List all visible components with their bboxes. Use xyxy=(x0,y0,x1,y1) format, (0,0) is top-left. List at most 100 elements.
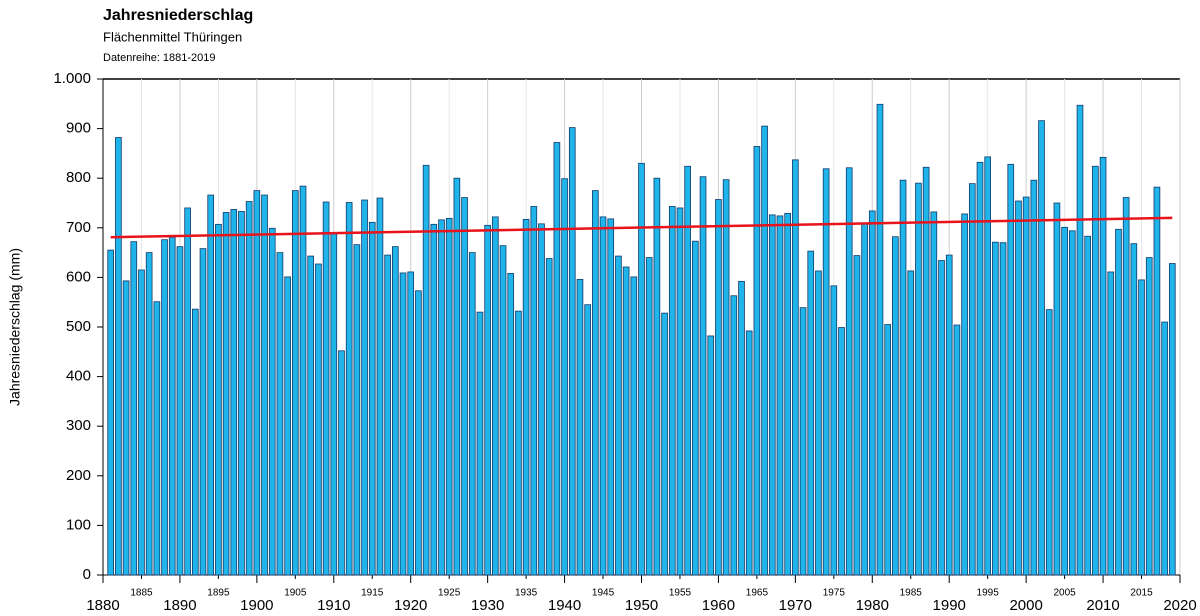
bar xyxy=(945,254,953,576)
x-tick-label: 1960 xyxy=(702,597,735,614)
bar xyxy=(968,183,976,576)
bar xyxy=(630,276,638,576)
minor-x-tick-label: 1905 xyxy=(284,588,307,599)
bar xyxy=(1138,279,1145,576)
y-tick-label: 900 xyxy=(66,120,91,137)
bar xyxy=(807,250,815,576)
bar xyxy=(407,271,415,576)
bar xyxy=(676,207,684,576)
bar xyxy=(915,182,922,576)
y-tick-label: 200 xyxy=(66,467,91,484)
bar xyxy=(438,219,445,576)
bar xyxy=(961,213,968,576)
bar xyxy=(761,125,768,576)
bar xyxy=(422,164,430,576)
bar xyxy=(892,236,899,576)
minor-x-tick-label: 1985 xyxy=(900,588,923,599)
bar xyxy=(799,307,807,576)
bar xyxy=(530,206,538,576)
bar xyxy=(861,223,868,576)
bar xyxy=(607,218,615,576)
bar xyxy=(199,248,207,576)
bar xyxy=(399,272,407,576)
minor-x-tick-label: 1885 xyxy=(130,588,153,599)
bar xyxy=(315,263,322,576)
bar xyxy=(692,240,699,576)
minor-x-tick-label: 2005 xyxy=(1053,588,1076,599)
bar xyxy=(707,335,715,576)
bar xyxy=(1122,197,1130,576)
bar xyxy=(1045,309,1053,576)
bar xyxy=(507,273,515,576)
minor-x-tick-label: 1935 xyxy=(515,588,538,599)
x-tick-label: 1900 xyxy=(240,597,273,614)
bar xyxy=(822,168,830,576)
y-tick-label: 1.000 xyxy=(53,70,91,87)
bar xyxy=(207,194,215,576)
bar xyxy=(284,276,291,576)
bar xyxy=(1030,179,1038,576)
bar xyxy=(1145,257,1153,576)
x-tick-label: 1980 xyxy=(856,597,889,614)
bar xyxy=(484,224,491,576)
bar xyxy=(245,201,253,576)
bar xyxy=(1107,271,1115,576)
bar xyxy=(338,350,345,576)
bar xyxy=(592,190,599,576)
bar xyxy=(976,161,984,576)
bar xyxy=(376,197,384,576)
bar xyxy=(1099,156,1107,576)
bar xyxy=(145,252,153,576)
y-tick-label: 500 xyxy=(66,318,91,335)
bar xyxy=(430,223,438,576)
bar xyxy=(1015,200,1022,576)
minor-x-tick-label: 2015 xyxy=(1130,588,1153,599)
bar xyxy=(115,137,122,576)
bar xyxy=(122,280,130,576)
bar xyxy=(453,177,461,576)
x-tick-label: 2000 xyxy=(1009,597,1042,614)
bar xyxy=(868,210,876,576)
bar xyxy=(1115,228,1122,576)
x-tick-label: 2010 xyxy=(1086,597,1119,614)
bar xyxy=(384,254,391,576)
bar xyxy=(899,179,907,576)
bar xyxy=(653,177,661,576)
bar xyxy=(1084,235,1092,576)
bar xyxy=(415,290,422,576)
bar xyxy=(322,201,330,576)
bar xyxy=(599,216,607,576)
bar xyxy=(907,270,915,576)
chart-note: Datenreihe: 1881-2019 xyxy=(103,52,216,64)
bar xyxy=(345,202,353,576)
bar xyxy=(1022,196,1030,576)
bar xyxy=(445,217,453,576)
bar xyxy=(222,212,230,576)
bar xyxy=(1053,202,1061,576)
bar xyxy=(238,211,245,576)
bar xyxy=(253,190,261,576)
x-tick-label: 1990 xyxy=(933,597,966,614)
bar xyxy=(684,165,691,576)
x-tick-label: 1940 xyxy=(548,597,581,614)
bar xyxy=(1130,243,1138,576)
y-axis-label: Jahresniederschlag (mm) xyxy=(7,248,23,406)
bar xyxy=(645,257,653,576)
bar xyxy=(722,179,730,576)
bar xyxy=(1038,120,1045,576)
bar xyxy=(1007,163,1015,576)
y-tick-label: 400 xyxy=(66,368,91,385)
bar xyxy=(584,304,591,576)
bar xyxy=(215,223,222,576)
bar xyxy=(522,218,530,576)
chart-title: Jahresniederschlag xyxy=(103,7,253,24)
bar xyxy=(784,213,791,576)
bar xyxy=(268,227,276,576)
minor-x-tick-label: 1895 xyxy=(207,588,230,599)
minor-x-tick-label: 1975 xyxy=(823,588,846,599)
bar xyxy=(876,103,884,576)
x-tick-label: 1890 xyxy=(163,597,196,614)
bar xyxy=(107,249,115,576)
bar xyxy=(715,199,722,576)
